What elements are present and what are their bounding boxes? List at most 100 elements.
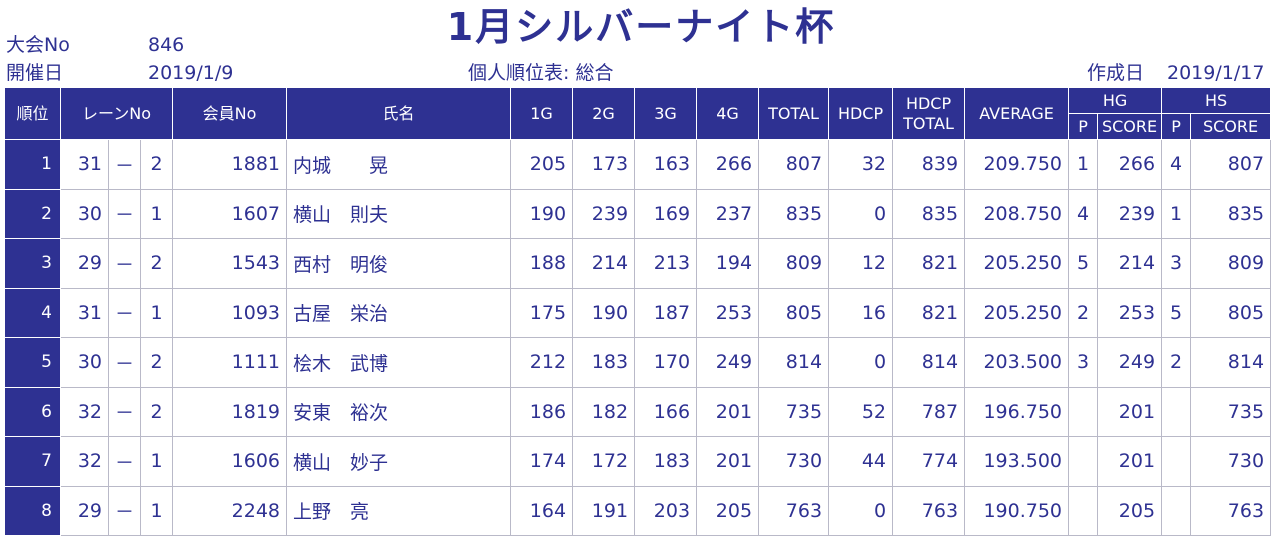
lane-separator: －: [108, 139, 141, 190]
game-3-cell: 169: [634, 188, 698, 239]
lane-cell: 32: [60, 386, 109, 437]
rank-cell: 3: [4, 238, 61, 289]
game-3-cell: 163: [634, 139, 698, 190]
hdcp-total-cell: 774: [892, 436, 966, 487]
hs-score-cell: 730: [1190, 436, 1272, 487]
game-4-cell: 194: [696, 238, 760, 289]
player-name-cell: 上野 亮: [286, 485, 512, 536]
member-no-cell: 1607: [172, 188, 288, 239]
game-2-cell: 182: [572, 386, 636, 437]
average-cell: 208.750: [964, 188, 1070, 239]
game-4-cell: 201: [696, 436, 760, 487]
hs-place-cell: 1: [1161, 188, 1192, 239]
game-4-cell: 237: [696, 188, 760, 239]
hg-score-cell: 201: [1097, 436, 1163, 487]
header-hdcp-total-line2: TOTAL: [903, 113, 954, 133]
created-date-value: 2019/1/17: [1167, 62, 1265, 84]
hg-place-cell: [1068, 485, 1099, 536]
hdcp-cell: 44: [828, 436, 894, 487]
player-name-cell: 桧木 武博: [286, 337, 512, 388]
player-name-cell: 古屋 栄治: [286, 287, 512, 338]
header-hdcp: HDCP: [828, 87, 894, 140]
hg-place-cell: 5: [1068, 238, 1099, 289]
average-cell: 203.500: [964, 337, 1070, 388]
game-2-cell: 191: [572, 485, 636, 536]
hdcp-total-cell: 821: [892, 287, 966, 338]
hdcp-cell: 16: [828, 287, 894, 338]
member-no-cell: 1606: [172, 436, 288, 487]
rank-cell: 5: [4, 337, 61, 388]
lane-cell: 30: [60, 337, 109, 388]
lane-cell: 30: [60, 188, 109, 239]
game-2-cell: 190: [572, 287, 636, 338]
header-hs-score: SCORE: [1190, 113, 1272, 140]
rank-cell: 6: [4, 386, 61, 437]
hg-score-cell: 201: [1097, 386, 1163, 437]
game-2-cell: 239: [572, 188, 636, 239]
header-hdcp-total: HDCP TOTAL: [892, 87, 966, 140]
header-high-game: HG: [1068, 87, 1163, 114]
table-row: 1 31 － 2 1881 内城 晃 205 173 163 266 807 3…: [4, 139, 1272, 190]
hdcp-cell: 52: [828, 386, 894, 437]
hs-place-cell: [1161, 386, 1192, 437]
game-3-cell: 170: [634, 337, 698, 388]
game-3-cell: 203: [634, 485, 698, 536]
page-title: 1月シルバーナイト杯: [446, 5, 836, 49]
rank-cell: 8: [4, 485, 61, 536]
hdcp-total-cell: 835: [892, 188, 966, 239]
date-value: 2019/1/9: [148, 62, 234, 84]
created-date-label: 作成日: [1087, 62, 1145, 84]
rank-cell: 2: [4, 188, 61, 239]
lane-sub-cell: 1: [139, 188, 174, 239]
header-rank: 順位: [4, 87, 61, 140]
header-total: TOTAL: [758, 87, 830, 140]
lane-cell: 29: [60, 485, 109, 536]
lane-separator: －: [108, 337, 141, 388]
page-subtitle: 個人順位表: 総合: [468, 62, 614, 84]
player-name-cell: 横山 則夫: [286, 188, 512, 239]
game-3-cell: 187: [634, 287, 698, 338]
hdcp-total-cell: 814: [892, 337, 966, 388]
total-cell: 805: [758, 287, 830, 338]
average-cell: 209.750: [964, 139, 1070, 190]
player-name-cell: 安東 裕次: [286, 386, 512, 437]
total-cell: 730: [758, 436, 830, 487]
lane-separator: －: [108, 188, 141, 239]
game-1-cell: 174: [510, 436, 574, 487]
game-4-cell: 205: [696, 485, 760, 536]
game-3-cell: 166: [634, 386, 698, 437]
table-row: 4 31 － 1 1093 古屋 栄治 175 190 187 253 805 …: [4, 287, 1272, 338]
player-name-cell: 内城 晃: [286, 139, 512, 190]
average-cell: 190.750: [964, 485, 1070, 536]
hg-place-cell: 3: [1068, 337, 1099, 388]
game-1-cell: 175: [510, 287, 574, 338]
game-2-cell: 173: [572, 139, 636, 190]
lane-sub-cell: 1: [139, 436, 174, 487]
hdcp-total-cell: 787: [892, 386, 966, 437]
member-no-cell: 1543: [172, 238, 288, 289]
hdcp-cell: 12: [828, 238, 894, 289]
average-cell: 196.750: [964, 386, 1070, 437]
hs-place-cell: 3: [1161, 238, 1192, 289]
hs-score-cell: 807: [1190, 139, 1272, 190]
hdcp-total-cell: 763: [892, 485, 966, 536]
game-4-cell: 249: [696, 337, 760, 388]
game-2-cell: 214: [572, 238, 636, 289]
member-no-cell: 1111: [172, 337, 288, 388]
hdcp-total-cell: 839: [892, 139, 966, 190]
average-cell: 205.250: [964, 287, 1070, 338]
hg-score-cell: 239: [1097, 188, 1163, 239]
rank-cell: 4: [4, 287, 61, 338]
game-1-cell: 205: [510, 139, 574, 190]
hdcp-cell: 32: [828, 139, 894, 190]
game-1-cell: 164: [510, 485, 574, 536]
game-3-cell: 213: [634, 238, 698, 289]
average-cell: 205.250: [964, 238, 1070, 289]
lane-sub-cell: 2: [139, 337, 174, 388]
hg-score-cell: 266: [1097, 139, 1163, 190]
ranking-table: 順位 レーンNo 会員No 氏名 1G 2G 3G 4G TOTAL HDCP …: [4, 87, 1272, 536]
hg-score-cell: 249: [1097, 337, 1163, 388]
header-name: 氏名: [286, 87, 512, 140]
rank-cell: 7: [4, 436, 61, 487]
hs-score-cell: 735: [1190, 386, 1272, 437]
